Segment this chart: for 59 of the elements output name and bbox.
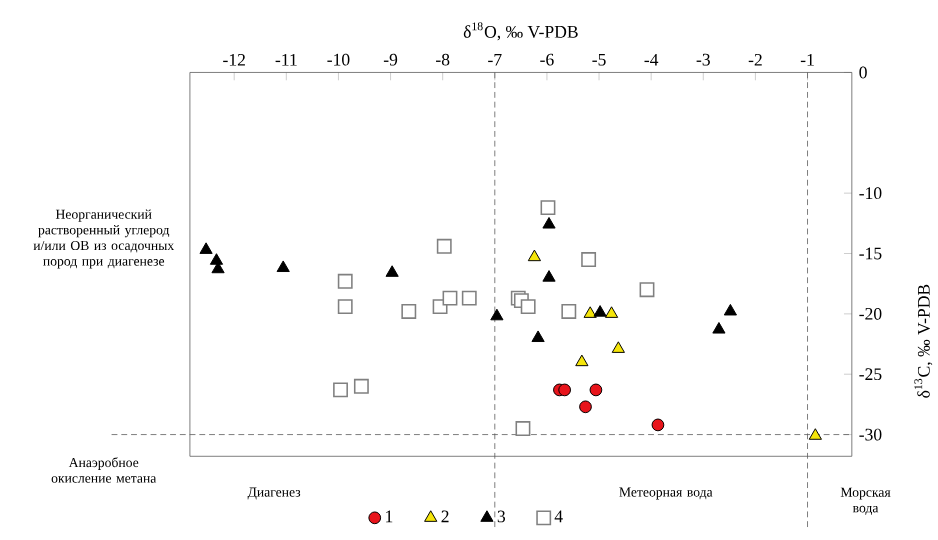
point [579, 400, 592, 413]
point [385, 265, 399, 277]
x-tick-label: -1 [800, 53, 814, 66]
point [337, 298, 353, 314]
x-tick-label: -11 [275, 53, 297, 66]
point [199, 242, 213, 254]
point [639, 282, 655, 297]
x-tick-label: -10 [327, 53, 350, 66]
legend-label: 3 [497, 510, 506, 523]
x-tick-label: -4 [644, 53, 659, 66]
x-tick-label: -8 [436, 53, 450, 66]
x-tick-label: -3 [696, 53, 710, 66]
point [611, 341, 625, 353]
point [561, 303, 577, 319]
y-tick-label: -15 [859, 247, 882, 260]
point [593, 304, 607, 317]
legend-label: 1 [386, 510, 393, 522]
point [442, 290, 458, 306]
point [490, 308, 504, 321]
point [651, 418, 665, 432]
x-tick-label: -6 [540, 53, 554, 66]
x-tick-label: -7 [488, 53, 502, 66]
point [515, 420, 531, 436]
legend-label: 4 [554, 510, 563, 522]
point [558, 383, 572, 397]
point [209, 252, 224, 265]
point [712, 321, 726, 334]
y-tick-label: -30 [859, 428, 882, 441]
x-axis-title: δ$^{18}$O, ‰ V-PDB [463, 22, 578, 41]
y-tick-label: -10 [859, 186, 882, 199]
point [575, 354, 589, 366]
y-axis-title: δ$^{13}$C, ‰ V-PDB [914, 284, 933, 398]
point [333, 382, 348, 398]
legend-label: 2 [441, 510, 449, 522]
point [401, 303, 417, 319]
point [540, 199, 556, 215]
y-tick-label: 0 [859, 66, 867, 79]
point [353, 378, 369, 394]
point [808, 427, 822, 440]
y-tick-label: -20 [859, 307, 882, 320]
point [337, 273, 353, 289]
point [276, 260, 290, 272]
point [531, 330, 545, 342]
y-tick-label: -25 [859, 368, 882, 380]
point [520, 298, 536, 314]
point [589, 383, 603, 397]
point [461, 290, 477, 306]
point [542, 269, 556, 282]
point [581, 251, 597, 267]
point [604, 306, 619, 318]
x-tick-label: -2 [748, 53, 762, 66]
point [583, 306, 597, 318]
x-tick-label: -9 [383, 53, 398, 66]
point [436, 238, 452, 254]
x-tick-label: -12 [223, 53, 245, 66]
point [527, 249, 542, 261]
point [542, 216, 556, 229]
point [723, 303, 737, 316]
x-tick-label: -5 [592, 53, 606, 66]
